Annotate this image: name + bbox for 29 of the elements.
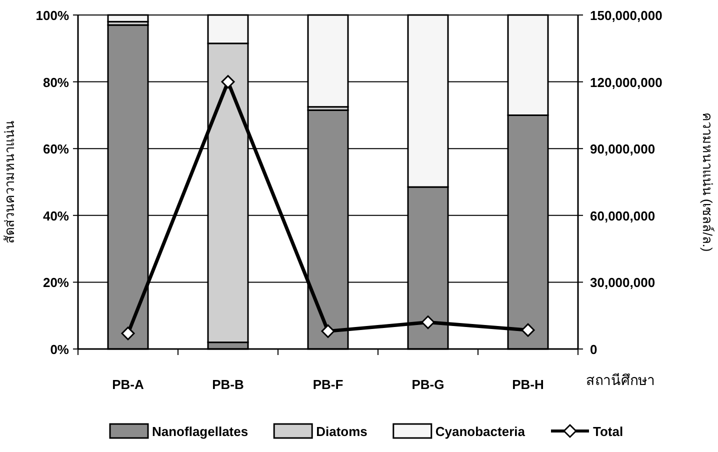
y2-tick-label: 0 bbox=[590, 342, 598, 357]
y2-axis-title: ความหนาแน่น (เซลล์/ล.) bbox=[700, 112, 715, 252]
y-tick-label: 20% bbox=[42, 275, 70, 290]
y2-tick-label: 30,000,000 bbox=[590, 275, 656, 290]
point bbox=[321, 324, 335, 338]
point bbox=[121, 326, 135, 340]
y2-tick-label: 120,000,000 bbox=[590, 74, 662, 90]
y2-tick-label: 150,000,000 bbox=[590, 8, 662, 23]
point bbox=[521, 323, 535, 337]
x-tick-label: PB-B bbox=[212, 377, 244, 392]
y2-tick-label: 90,000,000 bbox=[590, 142, 656, 157]
y-tick-label: 100% bbox=[36, 8, 70, 23]
x-tick-label: PB-F bbox=[312, 377, 344, 392]
y-tick-label: 40% bbox=[42, 208, 70, 224]
legend-label: Nanoflagellates bbox=[152, 424, 248, 439]
y-axis-title: สัดส่วนความหนาแน่น bbox=[2, 120, 17, 244]
x-axis-title: สถานีศึกษา bbox=[586, 372, 655, 388]
legend-label: Diatoms bbox=[316, 424, 368, 439]
x-tick-label: PB-A bbox=[112, 377, 144, 392]
x-tick-label: PB-G bbox=[412, 377, 444, 392]
point bbox=[221, 75, 235, 89]
y2-tick-label: 60,000,000 bbox=[590, 208, 656, 224]
x-tick-label: PB-H bbox=[512, 377, 544, 392]
point bbox=[421, 316, 435, 330]
legend-label: Total bbox=[592, 424, 624, 439]
y-tick-label: 80% bbox=[42, 74, 70, 90]
y-tick-label: 0% bbox=[50, 342, 70, 357]
legend-label: Cyanobacteria bbox=[435, 424, 526, 439]
y-tick-label: 60% bbox=[42, 142, 70, 157]
